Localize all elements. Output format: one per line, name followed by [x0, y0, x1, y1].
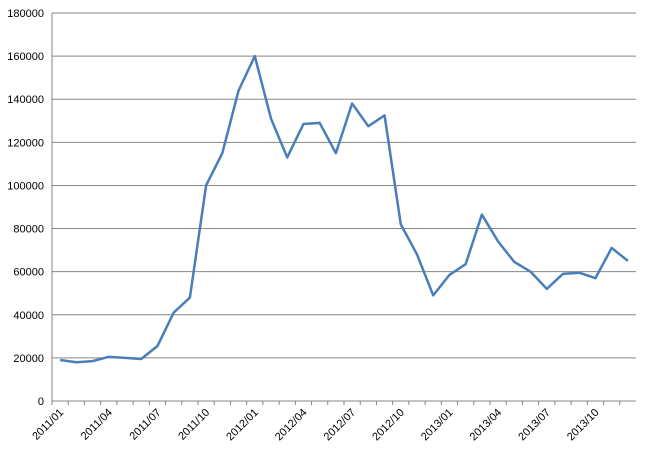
y-tick-label: 0 [38, 396, 44, 408]
x-tick-label: 2011/07 [128, 407, 164, 443]
y-tick-label: 40000 [13, 310, 44, 322]
x-tick-label: 2012/04 [273, 407, 310, 444]
y-tick-label: 180000 [7, 8, 44, 20]
x-tick-label: 2013/10 [565, 407, 602, 444]
y-tick-label: 140000 [7, 94, 44, 106]
x-tick-label: 2013/01 [419, 407, 456, 444]
data-line [59, 54, 629, 364]
x-tick-label: 2013/07 [516, 407, 553, 444]
y-tick-label: 60000 [13, 267, 44, 279]
x-tick-label: 2012/07 [322, 407, 359, 444]
y-tick-label: 100000 [7, 180, 44, 192]
x-tick-label: 2011/10 [176, 407, 212, 443]
x-tick-label: 2011/04 [79, 407, 115, 443]
x-tick-label: 2012/10 [370, 407, 407, 444]
y-tick-label: 160000 [7, 51, 44, 63]
x-tick-label: 2012/01 [224, 407, 261, 444]
x-tick-label: 2011/01 [30, 407, 66, 443]
y-tick-label: 80000 [13, 224, 44, 236]
y-tick-label: 20000 [13, 353, 44, 365]
y-tick-label: 120000 [7, 137, 44, 149]
x-tick-label: 2013/04 [468, 407, 505, 444]
